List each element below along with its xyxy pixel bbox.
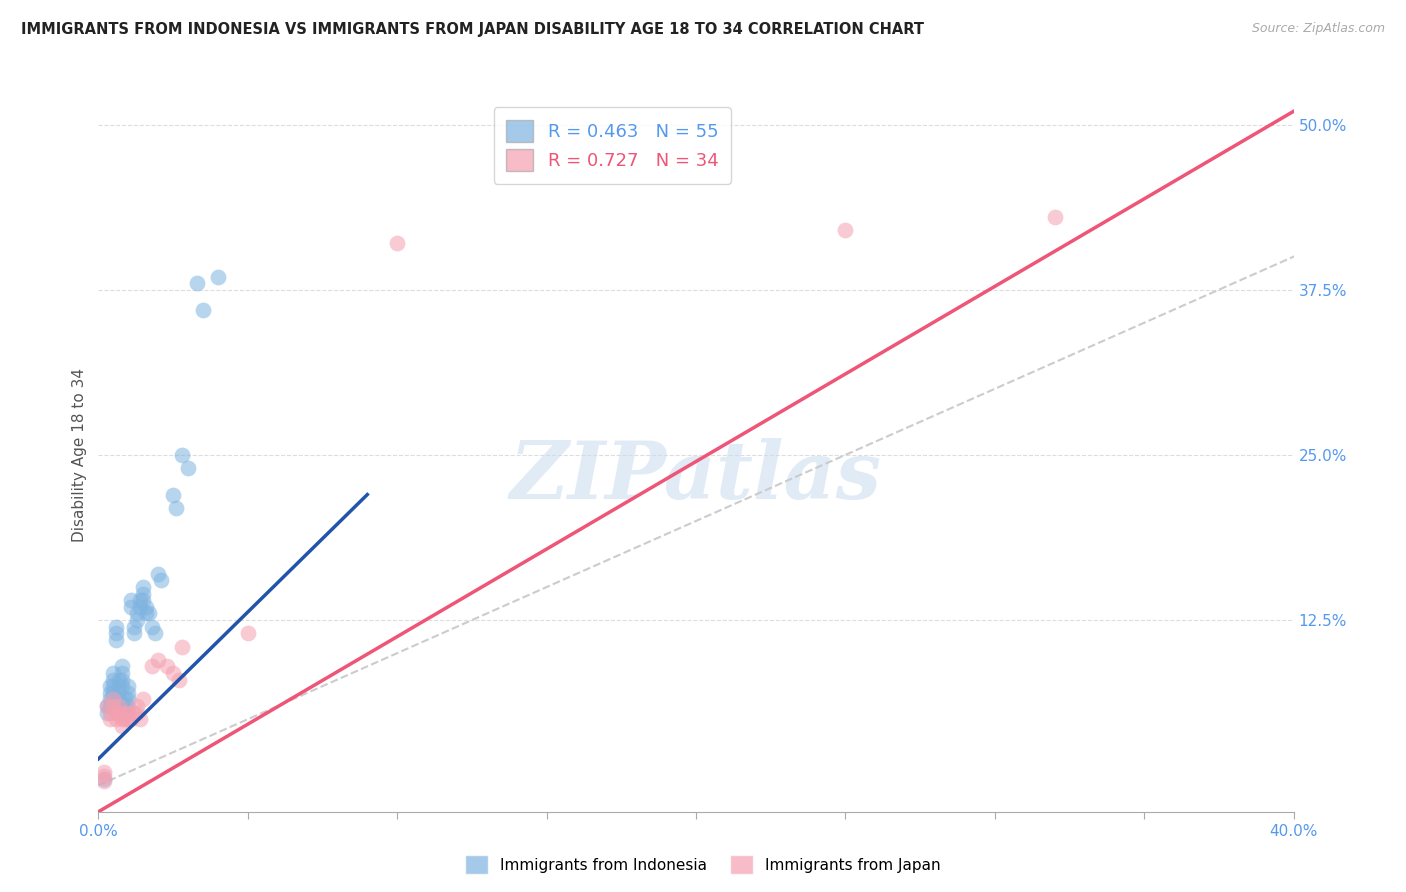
Text: IMMIGRANTS FROM INDONESIA VS IMMIGRANTS FROM JAPAN DISABILITY AGE 18 TO 34 CORRE: IMMIGRANTS FROM INDONESIA VS IMMIGRANTS … xyxy=(21,22,924,37)
Point xyxy=(120,599,142,614)
Point xyxy=(108,698,131,713)
Point xyxy=(167,673,190,687)
Point xyxy=(186,276,208,290)
Point xyxy=(117,706,139,720)
Point xyxy=(127,607,149,621)
Point xyxy=(114,692,136,706)
Point xyxy=(96,698,118,713)
Point xyxy=(207,269,229,284)
Point xyxy=(103,692,125,706)
Point xyxy=(117,686,139,700)
Point xyxy=(114,706,136,720)
Point xyxy=(129,599,152,614)
Point xyxy=(114,698,136,713)
Point xyxy=(105,712,128,726)
Point xyxy=(143,626,166,640)
Text: Source: ZipAtlas.com: Source: ZipAtlas.com xyxy=(1251,22,1385,36)
Point xyxy=(172,640,194,654)
Point xyxy=(385,236,409,251)
Point xyxy=(135,607,157,621)
Point xyxy=(150,574,173,588)
Point xyxy=(117,698,139,713)
Point xyxy=(100,706,122,720)
Point xyxy=(236,626,259,640)
Point xyxy=(132,580,155,594)
Point xyxy=(129,712,152,726)
Point xyxy=(120,593,142,607)
Point xyxy=(93,769,115,783)
Point xyxy=(96,698,118,713)
Legend: R = 0.463   N = 55, R = 0.727   N = 34: R = 0.463 N = 55, R = 0.727 N = 34 xyxy=(494,107,731,184)
Point xyxy=(117,679,139,693)
Point xyxy=(127,698,149,713)
Point xyxy=(111,659,134,673)
Point xyxy=(162,487,184,501)
Point xyxy=(117,692,139,706)
Point xyxy=(177,461,200,475)
Point xyxy=(132,593,155,607)
Point xyxy=(132,692,155,706)
Point xyxy=(96,706,118,720)
Point xyxy=(105,632,128,647)
Point xyxy=(111,665,134,680)
Point xyxy=(165,500,187,515)
Point xyxy=(111,712,134,726)
Point xyxy=(93,772,115,786)
Point xyxy=(191,302,214,317)
Point xyxy=(117,712,139,726)
Point xyxy=(108,692,131,706)
Y-axis label: Disability Age 18 to 34: Disability Age 18 to 34 xyxy=(72,368,87,542)
Point xyxy=(148,566,170,581)
Point xyxy=(111,679,134,693)
Point xyxy=(103,665,125,680)
Point xyxy=(141,659,163,673)
Point xyxy=(111,673,134,687)
Point xyxy=(105,626,128,640)
Point xyxy=(834,223,856,237)
Point xyxy=(127,613,149,627)
Point xyxy=(108,686,131,700)
Point xyxy=(100,679,122,693)
Point xyxy=(108,706,131,720)
Legend: Immigrants from Indonesia, Immigrants from Japan: Immigrants from Indonesia, Immigrants fr… xyxy=(458,849,948,880)
Point xyxy=(100,686,122,700)
Point xyxy=(172,448,194,462)
Point xyxy=(124,620,146,634)
Point xyxy=(103,673,125,687)
Point xyxy=(138,607,160,621)
Point xyxy=(132,587,155,601)
Point xyxy=(114,706,136,720)
Point xyxy=(124,626,146,640)
Point xyxy=(162,665,184,680)
Point xyxy=(93,765,115,780)
Point xyxy=(129,593,152,607)
Point xyxy=(100,692,122,706)
Point xyxy=(108,679,131,693)
Point xyxy=(156,659,179,673)
Point xyxy=(105,706,128,720)
Point xyxy=(141,620,163,634)
Point xyxy=(93,774,115,789)
Point xyxy=(103,679,125,693)
Point xyxy=(111,719,134,733)
Text: ZIPatlas: ZIPatlas xyxy=(510,438,882,515)
Point xyxy=(124,706,146,720)
Point xyxy=(127,706,149,720)
Point xyxy=(135,599,157,614)
Point xyxy=(100,712,122,726)
Point xyxy=(103,698,125,713)
Point xyxy=(103,692,125,706)
Point xyxy=(108,673,131,687)
Point xyxy=(148,653,170,667)
Point xyxy=(103,686,125,700)
Point xyxy=(120,712,142,726)
Point xyxy=(105,620,128,634)
Point xyxy=(114,712,136,726)
Point xyxy=(1043,210,1066,224)
Point xyxy=(100,698,122,713)
